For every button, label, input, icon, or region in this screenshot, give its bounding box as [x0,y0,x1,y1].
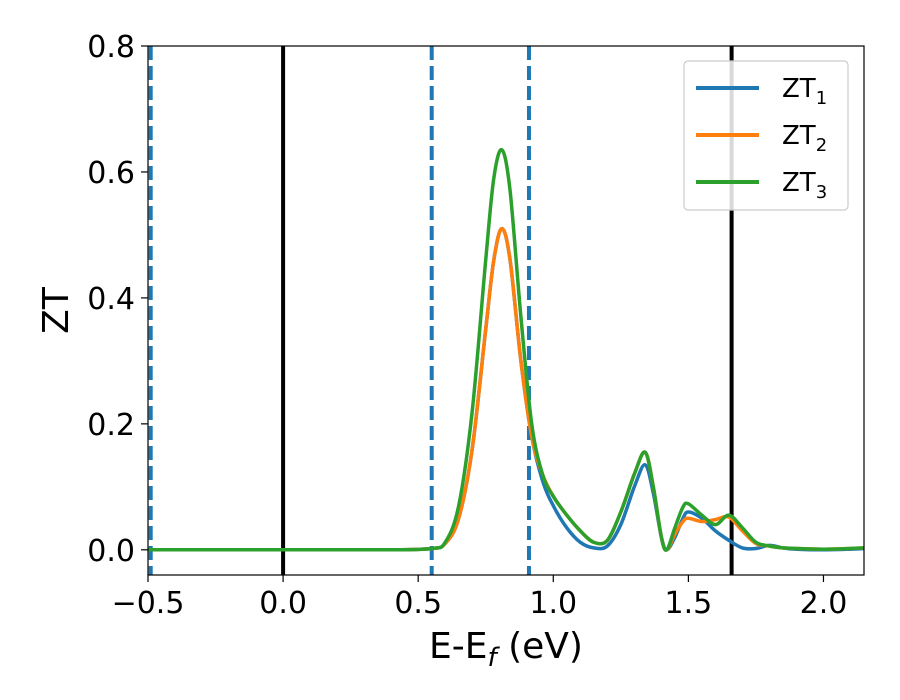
legend-label-1: ZT1 [782,74,827,109]
series-line-2 [148,226,864,552]
x-axis-label: E-Ef (eV) [429,626,583,673]
x-tick-label: 1.0 [529,586,577,621]
x-axis: −0.5 0.0 0.5 1.0 1.5 2.0 [112,575,848,621]
x-tick-label: 1.5 [665,586,713,621]
y-tick-label: 0.8 [87,30,135,65]
y-axis-label: ZT [36,286,77,334]
x-tick-label: 2.0 [800,586,848,621]
y-tick-label: 0.4 [87,282,135,317]
x-tick-label: 0.5 [394,586,442,621]
legend-box [683,60,849,211]
x-tick-label: 0.0 [259,586,307,621]
legend: ZT1 ZT2 ZT3 [683,60,849,211]
legend-label-3: ZT3 [782,168,827,203]
series-line-3 [148,148,864,552]
y-tick-label: 0.2 [87,408,135,443]
plot-frame [147,45,865,576]
y-tick-label: 0.6 [87,156,135,191]
x-tick-label: −0.5 [112,586,185,621]
y-tick-label: 0.0 [87,534,135,569]
legend-label-2: ZT2 [782,121,827,156]
series-lines [148,148,864,552]
reference-lines [148,46,734,575]
y-axis: 0.0 0.2 0.4 0.6 0.8 [87,30,148,569]
series-line-1 [148,226,864,552]
